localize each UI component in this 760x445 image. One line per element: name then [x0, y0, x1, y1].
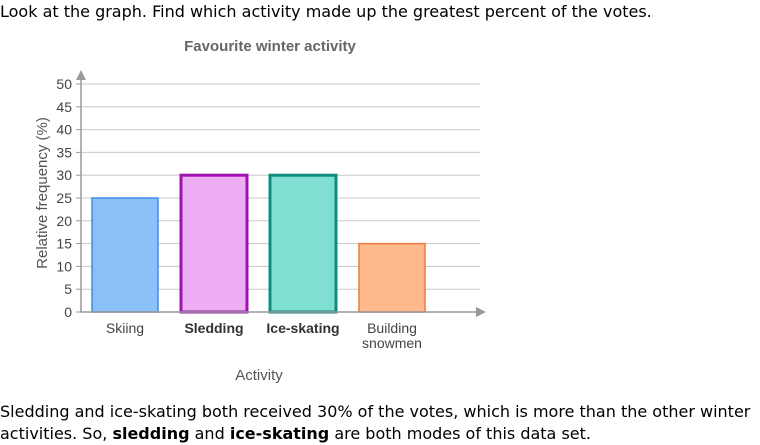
y-axis-arrow-icon [76, 70, 86, 80]
bar [268, 173, 338, 314]
question-text: Look at the graph. Find which activity m… [0, 2, 652, 21]
y-tick-label: 10 [56, 258, 72, 274]
y-tick-label: 50 [56, 76, 72, 92]
y-tick-label: 25 [56, 190, 72, 206]
y-tick-label: 40 [56, 122, 72, 138]
x-tick-label: Skiing [106, 320, 144, 336]
y-tick-label: 45 [56, 99, 72, 115]
y-tick-label: 20 [56, 213, 72, 229]
y-tick-label: 0 [64, 304, 72, 320]
x-tick-label: Building [367, 320, 417, 336]
bars [91, 173, 426, 314]
x-axis-arrow-icon [476, 307, 486, 317]
y-tick-label: 35 [56, 144, 72, 160]
x-tick-label: snowmen [362, 335, 422, 351]
x-tick-label: Ice-skating [266, 320, 339, 336]
x-axis-title: Activity [235, 367, 283, 384]
answer-and: and [194, 424, 225, 443]
y-tick-label: 15 [56, 236, 72, 252]
answer-mode-1: sledding [112, 424, 190, 443]
bar [91, 197, 159, 313]
bar [358, 242, 426, 313]
answer-part2: are both modes of this data set. [334, 424, 591, 443]
y-tick-label: 5 [64, 281, 72, 297]
answer-part1: Sledding and ice-skating both received 3… [0, 402, 751, 443]
y-tick-label: 30 [56, 167, 72, 183]
y-tick-labels: 0 5 10 15 20 25 30 35 40 45 50 [56, 76, 72, 320]
answer-mode-2: ice-skating [229, 424, 330, 443]
x-tick-label: Sledding [184, 320, 243, 336]
axes [76, 70, 486, 317]
chart-title: Favourite winter activity [184, 38, 356, 55]
bar [179, 173, 249, 314]
answer-text: Sledding and ice-skating both received 3… [0, 401, 760, 445]
y-axis-title: Relative frequency (%) [34, 117, 51, 269]
bar-chart: 0 5 10 15 20 25 30 35 40 45 50 Skiing Sledding Ice-s… [34, 70, 486, 384]
